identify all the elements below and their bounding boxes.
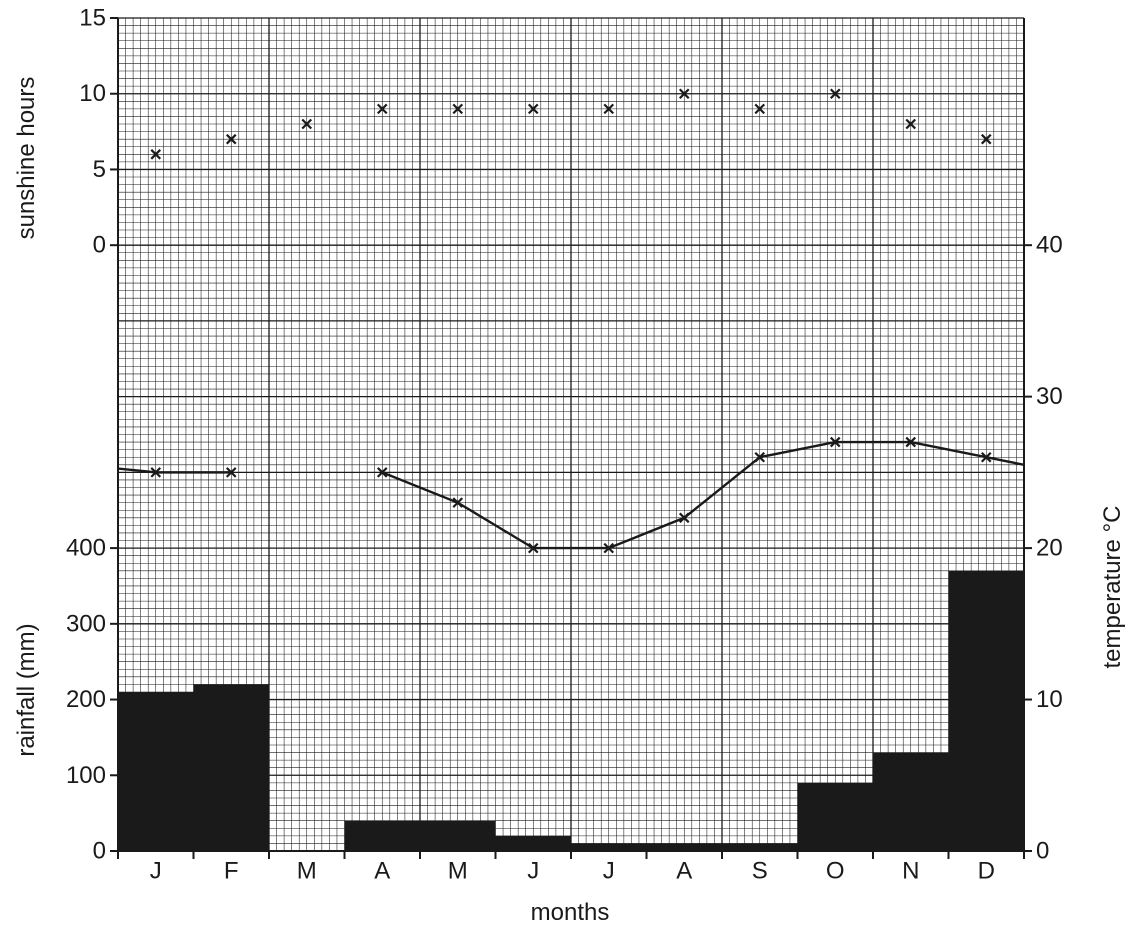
- month-tick-label: A: [374, 858, 390, 885]
- sunshine-points: [150, 88, 992, 160]
- tick-labels: 0 5 10 15 0 100 200 300 400 0 10 20 30 40 J F M A M J J A S O N D: [66, 5, 1063, 885]
- temperature-point: [452, 497, 464, 508]
- rainfall-bar: [948, 570, 1024, 851]
- sunshine-tick-label: 10: [79, 80, 106, 107]
- sunshine-point: [829, 88, 841, 100]
- rainfall-axis-title: rainfall (mm): [13, 623, 40, 756]
- sunshine-point: [678, 88, 690, 100]
- rainfall-bar: [873, 752, 949, 851]
- rainfall-bar: [344, 820, 420, 851]
- sunshine-axis-title: sunshine hours: [13, 77, 40, 240]
- sunshine-point: [452, 103, 464, 115]
- rainfall-bar: [646, 843, 722, 851]
- temperature-point: [980, 451, 992, 463]
- month-tick-label: M: [448, 858, 468, 885]
- temperature-point: [678, 512, 690, 524]
- month-tick-label: M: [297, 858, 317, 885]
- month-tick-label: J: [527, 858, 539, 885]
- rainfall-bar: [420, 820, 496, 851]
- rainfall-tick-label: 100: [66, 762, 106, 789]
- month-tick-label: F: [224, 858, 239, 885]
- month-tick-label: N: [902, 858, 919, 885]
- temperature-point: [905, 436, 917, 448]
- rainfall-tick-label: 300: [66, 610, 106, 637]
- month-tick-label: D: [978, 858, 995, 885]
- sunshine-point: [225, 133, 237, 145]
- rainfall-bar: [571, 843, 647, 851]
- temperature-tick-label: 20: [1036, 535, 1063, 562]
- temperature-point: [225, 467, 237, 478]
- rainfall-bar: [722, 843, 798, 851]
- sunshine-point: [150, 149, 162, 160]
- temperature-point: [754, 451, 766, 463]
- sunshine-point: [376, 103, 388, 115]
- temperature-tick-label: 0: [1036, 838, 1049, 865]
- rainfall-bar: [193, 684, 269, 851]
- month-tick-label: A: [676, 858, 692, 885]
- sunshine-point: [754, 103, 766, 115]
- sunshine-point: [905, 118, 917, 130]
- month-tick-label: O: [826, 858, 845, 885]
- temperature-point: [603, 542, 615, 554]
- sunshine-tick-label: 0: [93, 232, 106, 259]
- rainfall-bar: [118, 691, 194, 851]
- rainfall-tick-label: 400: [66, 535, 106, 562]
- temperature-point: [527, 542, 539, 554]
- temperature-point: [829, 436, 841, 448]
- axes: [110, 17, 1032, 859]
- sunshine-point: [980, 133, 992, 145]
- temperature-tick-label: 30: [1036, 383, 1063, 410]
- sunshine-point: [527, 103, 539, 115]
- month-tick-label: J: [150, 858, 162, 885]
- sunshine-point: [603, 103, 615, 115]
- rainfall-tick-label: 0: [93, 838, 106, 865]
- sunshine-tick-label: 15: [79, 5, 106, 32]
- rainfall-tick-label: 200: [66, 686, 106, 713]
- temperature-tick-label: 40: [1036, 232, 1063, 259]
- x-axis-title: months: [531, 899, 610, 926]
- temperature-axis-title: temperature °C: [1099, 506, 1126, 669]
- sunshine-point: [301, 118, 313, 130]
- temperature-line: [117, 436, 1025, 554]
- month-tick-label: S: [752, 858, 768, 885]
- rainfall-bar: [495, 835, 571, 851]
- month-tick-label: J: [603, 858, 615, 885]
- temperature-point: [376, 467, 388, 478]
- rainfall-bars: [118, 570, 1024, 852]
- temperature-point: [150, 467, 162, 478]
- temperature-tick-label: 10: [1036, 686, 1063, 713]
- rainfall-bar: [797, 782, 873, 851]
- temperature-line-segment: [381, 440, 1025, 550]
- sunshine-tick-label: 5: [93, 156, 106, 183]
